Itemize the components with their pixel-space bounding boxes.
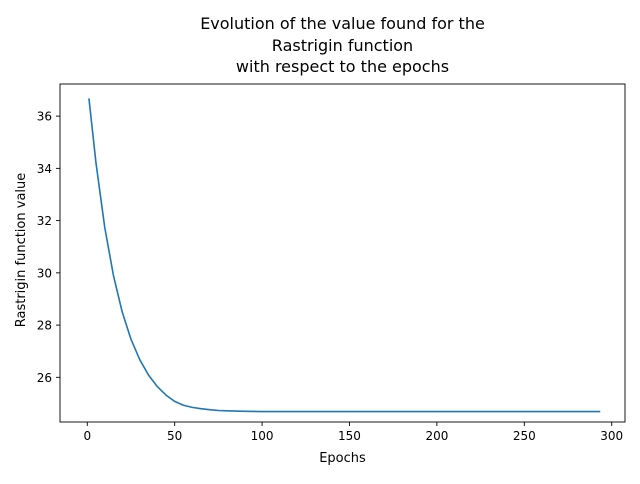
x-tick-label: 250	[513, 429, 536, 443]
axis-ticks: 0 50 100 150 200 250 300 26 28 30 32 34 36	[37, 110, 623, 443]
y-axis-label: Rastrigin function value	[14, 173, 29, 328]
x-tick-label: 300	[600, 429, 623, 443]
x-tick-label: 200	[425, 429, 448, 443]
chart-title-line-1: Evolution of the value found for the	[200, 14, 485, 33]
chart-title-line-2: Rastrigin function	[272, 36, 413, 55]
x-tick-label: 100	[251, 429, 274, 443]
plot-area	[59, 83, 626, 423]
x-tick-label: 150	[338, 429, 361, 443]
y-tick-label: 34	[37, 162, 52, 176]
y-tick-label: 36	[37, 110, 52, 124]
series-line-1	[88, 98, 601, 413]
chart-title-line-3: with respect to the epochs	[236, 57, 449, 76]
chart-title: Evolution of the value found for the Ras…	[200, 14, 485, 76]
y-tick-label: 26	[37, 371, 52, 385]
plot-frame	[59, 83, 626, 423]
x-tick-label: 50	[167, 429, 182, 443]
y-tick-label: 30	[37, 266, 52, 280]
x-axis-label: Epochs	[319, 451, 366, 466]
y-tick-label: 32	[37, 214, 52, 228]
x-tick-label: 0	[83, 429, 91, 443]
y-tick-label: 28	[37, 319, 52, 333]
